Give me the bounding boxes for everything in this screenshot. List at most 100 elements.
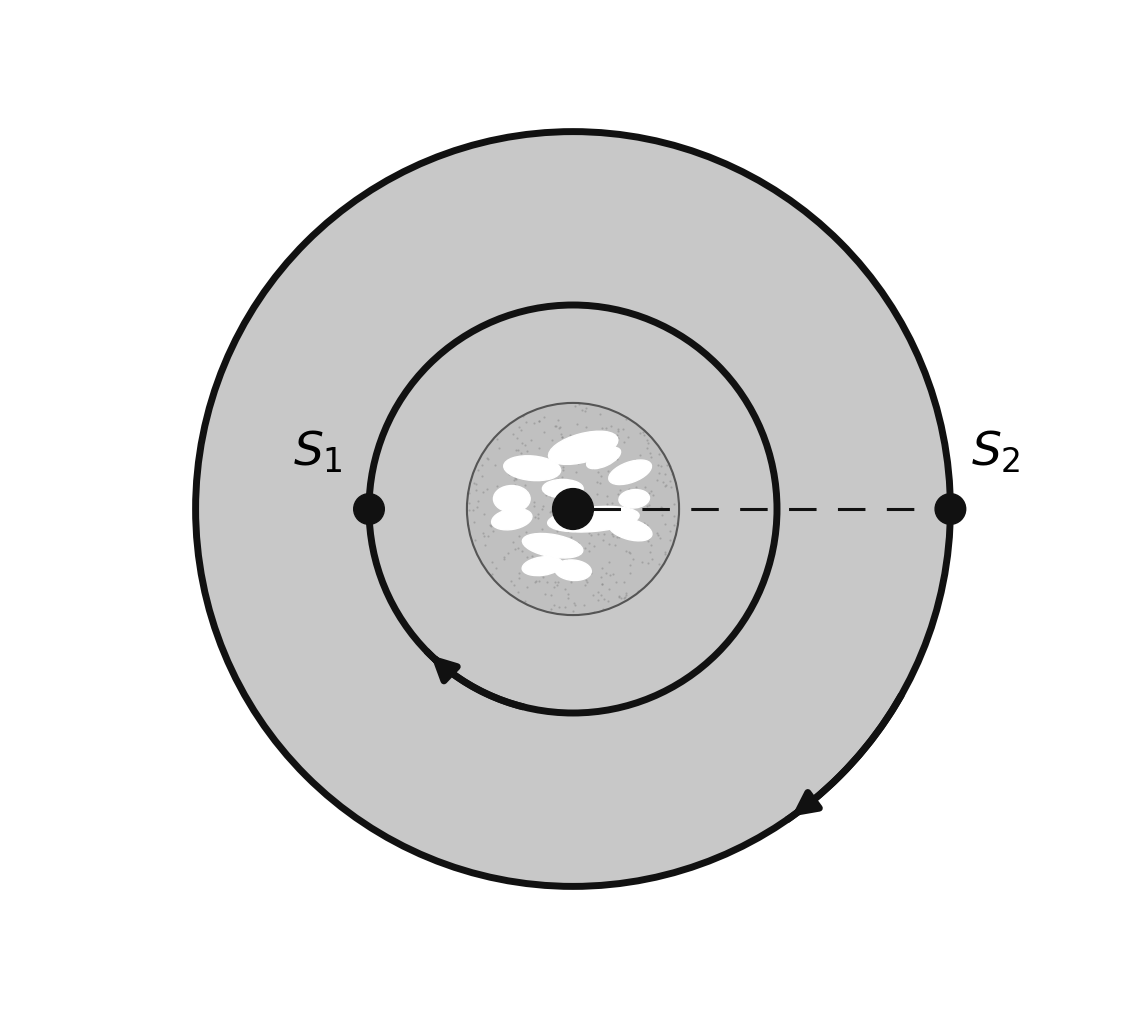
- Ellipse shape: [587, 447, 621, 470]
- Point: [604, 528, 622, 544]
- Point: [549, 575, 567, 591]
- Point: [578, 574, 596, 590]
- Point: [507, 472, 525, 488]
- Point: [631, 426, 650, 442]
- Point: [592, 587, 611, 603]
- Point: [564, 603, 582, 620]
- Point: [554, 437, 572, 453]
- Point: [528, 556, 547, 573]
- Point: [604, 512, 622, 528]
- Point: [545, 579, 564, 595]
- Point: [620, 481, 638, 497]
- Point: [460, 485, 478, 501]
- Point: [460, 502, 478, 519]
- Point: [526, 574, 544, 590]
- Point: [653, 474, 672, 490]
- Point: [628, 483, 646, 499]
- Point: [651, 531, 669, 547]
- Point: [610, 588, 628, 604]
- Point: [532, 544, 550, 560]
- Point: [627, 480, 645, 496]
- Point: [610, 424, 628, 440]
- Point: [649, 527, 667, 543]
- Point: [549, 412, 567, 428]
- Point: [558, 513, 576, 529]
- Point: [487, 560, 505, 577]
- Point: [661, 473, 680, 489]
- Point: [638, 433, 657, 449]
- Point: [537, 470, 556, 486]
- Point: [528, 554, 547, 571]
- Point: [535, 425, 554, 441]
- Point: [617, 412, 635, 428]
- Point: [565, 596, 583, 612]
- Point: [558, 473, 576, 489]
- Point: [626, 452, 644, 469]
- Point: [584, 604, 603, 621]
- Point: [568, 454, 587, 471]
- Point: [631, 515, 650, 531]
- Point: [657, 477, 675, 493]
- Point: [481, 518, 500, 534]
- Point: [602, 419, 620, 435]
- Point: [620, 545, 638, 561]
- Point: [510, 420, 528, 436]
- Point: [638, 440, 657, 457]
- Point: [607, 530, 626, 546]
- Point: [652, 459, 670, 475]
- Ellipse shape: [542, 480, 583, 498]
- Point: [606, 537, 625, 553]
- Point: [505, 489, 524, 505]
- Point: [583, 460, 602, 476]
- Point: [535, 484, 554, 500]
- Point: [568, 492, 587, 508]
- Point: [589, 584, 607, 600]
- Point: [580, 536, 598, 552]
- Point: [545, 597, 564, 613]
- Point: [568, 535, 587, 551]
- Point: [614, 434, 633, 450]
- Point: [511, 423, 529, 439]
- Point: [541, 489, 559, 505]
- Point: [660, 523, 678, 539]
- Point: [535, 549, 554, 566]
- Point: [611, 482, 629, 498]
- Point: [576, 573, 595, 589]
- Point: [565, 479, 583, 495]
- Point: [504, 577, 523, 593]
- Point: [656, 467, 674, 483]
- Point: [507, 541, 525, 557]
- Point: [581, 429, 599, 445]
- Point: [534, 498, 552, 515]
- Point: [575, 540, 594, 556]
- Point: [611, 468, 629, 484]
- Point: [535, 409, 554, 425]
- Point: [473, 458, 492, 474]
- Point: [517, 467, 535, 483]
- Point: [517, 468, 535, 484]
- Point: [543, 496, 562, 513]
- Point: [502, 486, 520, 502]
- Point: [609, 430, 627, 446]
- Point: [547, 485, 565, 501]
- Point: [525, 498, 543, 515]
- Point: [601, 443, 619, 460]
- Ellipse shape: [492, 510, 532, 530]
- Point: [580, 526, 598, 542]
- Point: [517, 508, 535, 525]
- Point: [639, 530, 658, 546]
- Point: [565, 484, 583, 500]
- Point: [542, 480, 560, 496]
- Point: [476, 537, 494, 553]
- Point: [583, 518, 602, 534]
- Point: [565, 524, 583, 540]
- Point: [540, 556, 558, 573]
- Point: [634, 424, 652, 440]
- Point: [621, 566, 639, 582]
- Point: [478, 481, 496, 497]
- Point: [582, 527, 601, 543]
- Point: [576, 578, 595, 594]
- Point: [517, 487, 535, 503]
- Point: [635, 428, 653, 444]
- Point: [636, 479, 654, 495]
